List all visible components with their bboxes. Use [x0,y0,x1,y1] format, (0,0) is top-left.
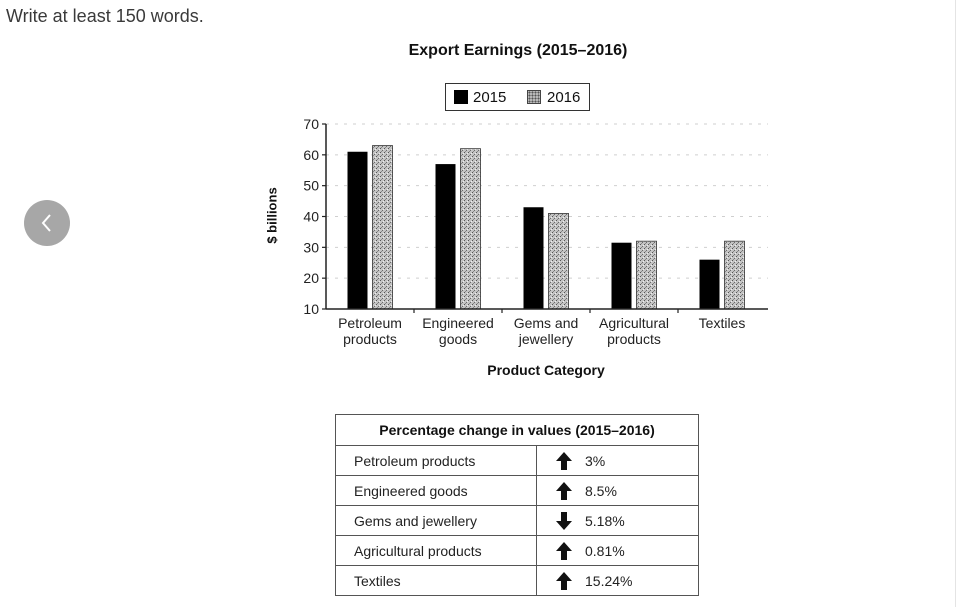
bar-2015-1 [435,164,456,309]
x-tick-label: Gems and [514,315,579,331]
x-tick-label: jewellery [518,331,573,347]
x-tick-label: Petroleum [338,315,402,331]
table-cell-change: 5.18% [536,505,699,536]
y-tick-label: 20 [303,270,319,286]
bar-2016-3 [636,240,657,310]
table-cell-change: 3% [536,445,699,476]
arrow-up-icon [555,451,573,471]
x-tick-label: Engineered [422,315,494,331]
chart-title: Export Earnings (2015–2016) [408,42,628,59]
arrow-up-icon [555,541,573,561]
x-tick-label: products [343,331,397,347]
bar-2015-3 [611,242,632,309]
change-value: 8.5% [585,482,617,499]
arrow-down-icon [555,511,573,531]
bar-2015-4 [699,259,720,309]
table-cell-change: 0.81% [536,535,699,566]
bar-2016-0 [372,145,393,310]
arrow-up-icon [555,571,573,591]
table-cell-category: Agricultural products [335,535,537,566]
legend-label-2015: 2015 [473,89,507,106]
legend-swatch-2016 [527,90,541,104]
change-value: 0.81% [585,542,625,559]
table-cell-category: Gems and jewellery [335,505,537,536]
bar-2016-4 [724,240,745,310]
arrow-up-icon [555,481,573,501]
percentage-change-table: Percentage change in values (2015–2016) … [335,414,699,596]
instruction-text: Write at least 150 words. [6,6,204,26]
right-divider [955,0,956,607]
table-cell-category: Engineered goods [335,475,537,506]
bar-2015-0 [347,151,368,309]
y-tick-label: 60 [303,147,319,163]
y-tick-label: 10 [303,301,319,317]
x-tick-label: products [607,331,661,347]
bar-2016-1 [460,148,481,310]
table-row: Textiles 15.24% [335,565,699,596]
legend-swatch-2015 [454,90,468,104]
bar-2015-2 [523,207,544,309]
y-tick-label: 50 [303,178,319,194]
table-header: Percentage change in values (2015–2016) [335,414,699,446]
bar-2016-2 [548,213,569,310]
chart-legend: 2015 2016 [445,83,590,111]
bar-chart: 70605040302010PetroleumproductsEngineere… [303,116,768,347]
change-value: 3% [585,452,606,469]
x-tick-label: goods [439,331,477,347]
table-row: Agricultural products 0.81% [335,535,699,566]
table-cell-change: 15.24% [536,565,699,596]
table-row: Engineered goods 8.5% [335,475,699,506]
table-row: Gems and jewellery 5.18% [335,505,699,536]
chevron-left-icon [41,214,51,232]
change-value: 5.18% [585,512,625,529]
table-row: Petroleum products 3% [335,445,699,476]
x-tick-label: Textiles [699,315,746,331]
x-axis-label: Product Category [487,362,605,378]
change-value: 15.24% [585,572,633,589]
x-tick-label: Agricultural [599,315,669,331]
legend-label-2016: 2016 [547,89,581,106]
table-cell-category: Textiles [335,565,537,596]
table-cell-category: Petroleum products [335,445,537,476]
y-tick-label: 40 [303,209,319,225]
y-tick-label: 30 [303,239,319,255]
previous-button[interactable] [24,200,70,246]
table-cell-change: 8.5% [536,475,699,506]
y-tick-label: 70 [303,116,319,132]
